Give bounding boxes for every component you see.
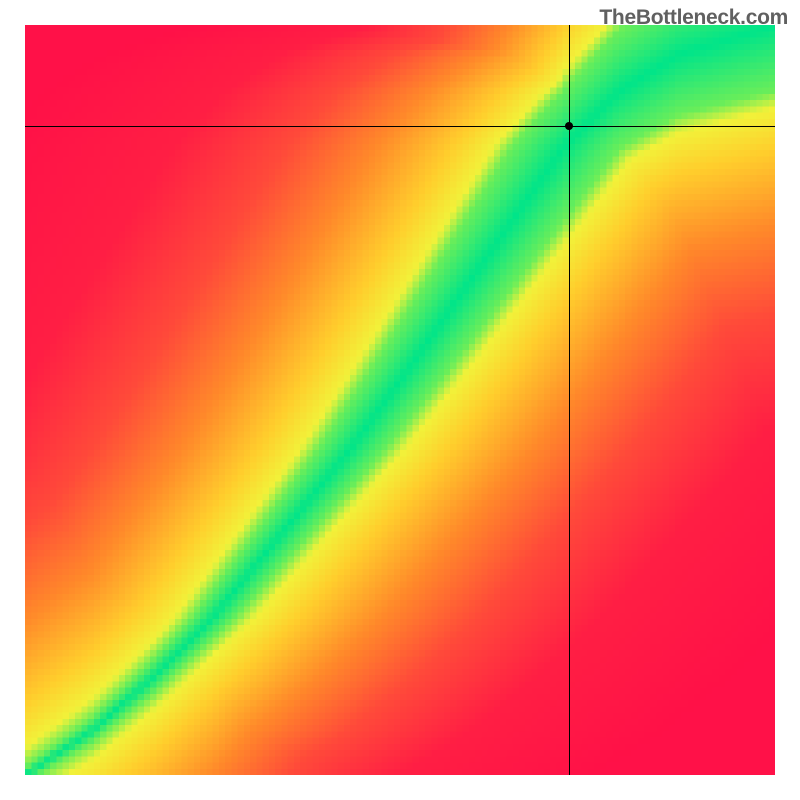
crosshair-marker xyxy=(565,122,573,130)
heatmap-canvas xyxy=(25,25,775,775)
watermark-text: TheBottleneck.com xyxy=(599,6,788,30)
crosshair-horizontal xyxy=(25,126,775,127)
crosshair-vertical xyxy=(569,25,570,775)
heatmap-plot xyxy=(25,25,775,775)
